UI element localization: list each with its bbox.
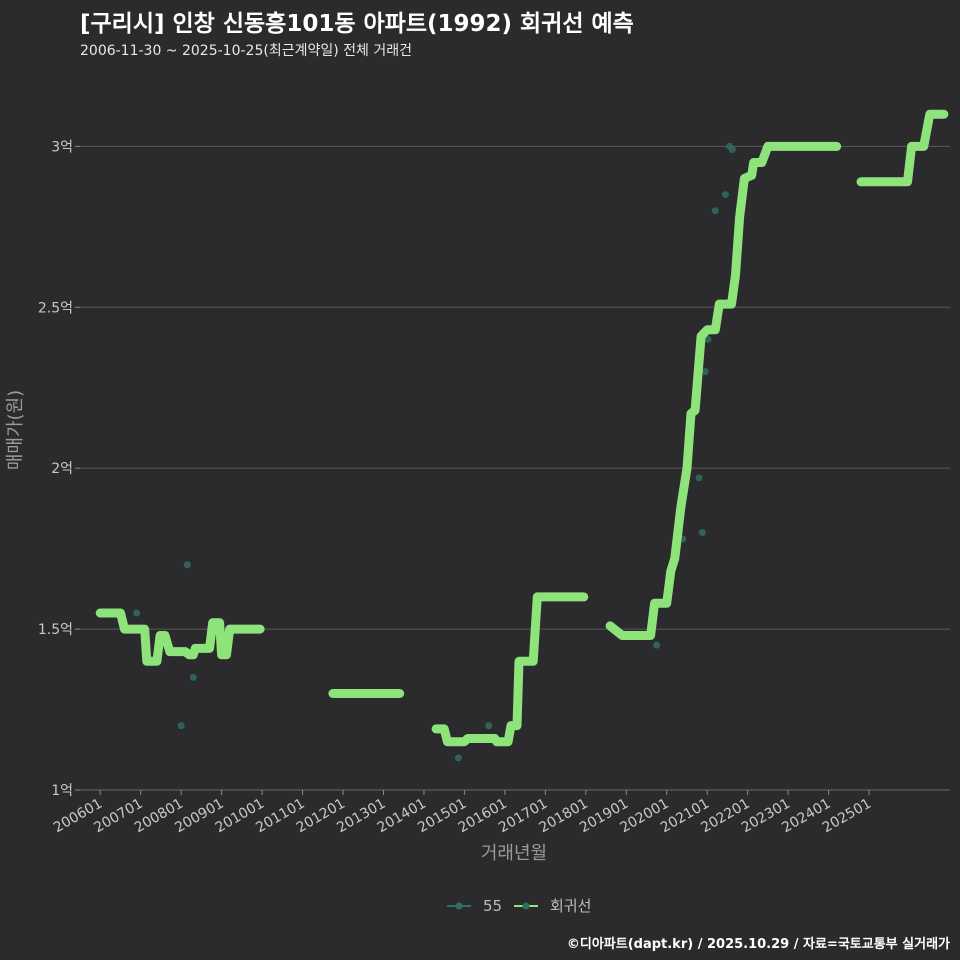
data-point <box>698 529 706 537</box>
data-point <box>695 474 703 482</box>
y-tick-label: 1억 <box>51 783 73 799</box>
data-point <box>728 146 736 154</box>
legend: 55 회귀선 <box>447 897 591 915</box>
data-point <box>721 191 729 199</box>
data-point <box>704 335 712 343</box>
y-axis-title: 매매가(원) <box>5 390 26 470</box>
data-point <box>177 722 185 730</box>
legend-label-55: 55 <box>483 897 502 915</box>
y-tick-label: 1.5억 <box>38 622 73 638</box>
legend-label-regression: 회귀선 <box>550 897 591 915</box>
data-point <box>189 673 197 681</box>
regression-segment <box>856 109 949 187</box>
axes: 1억1.5억2억2.5억3억20060120070120080120090120… <box>38 139 950 836</box>
regression-segment <box>431 592 589 747</box>
data-point <box>653 641 661 649</box>
source-credit: ©디아파트(dapt.kr) / 2025.10.29 / 자료=국토교통부 실… <box>566 937 950 952</box>
regression-line <box>95 109 949 747</box>
data-point <box>183 561 191 569</box>
data-point <box>485 722 493 730</box>
scatter-points <box>133 142 736 762</box>
chart-subtitle: 2006-11-30 ~ 2025-10-25(최근계약일) 전체 거래건 <box>80 43 412 59</box>
x-axis-title: 거래년월 <box>481 843 547 864</box>
data-point <box>454 754 462 762</box>
data-point <box>701 368 709 376</box>
y-tick-label: 2.5억 <box>38 300 73 316</box>
data-point <box>133 609 141 617</box>
legend-item-55: 55 <box>447 897 502 915</box>
legend-item-regression: 회귀선 <box>514 897 591 915</box>
regression-segment <box>605 141 842 640</box>
y-tick-label: 2억 <box>51 461 73 477</box>
regression-segment <box>95 608 265 666</box>
data-point <box>711 207 719 215</box>
chart-title: [구리시] 인창 신동흥101동 아파트(1992) 회귀선 예측 <box>80 11 634 37</box>
y-tick-label: 3억 <box>51 139 73 155</box>
